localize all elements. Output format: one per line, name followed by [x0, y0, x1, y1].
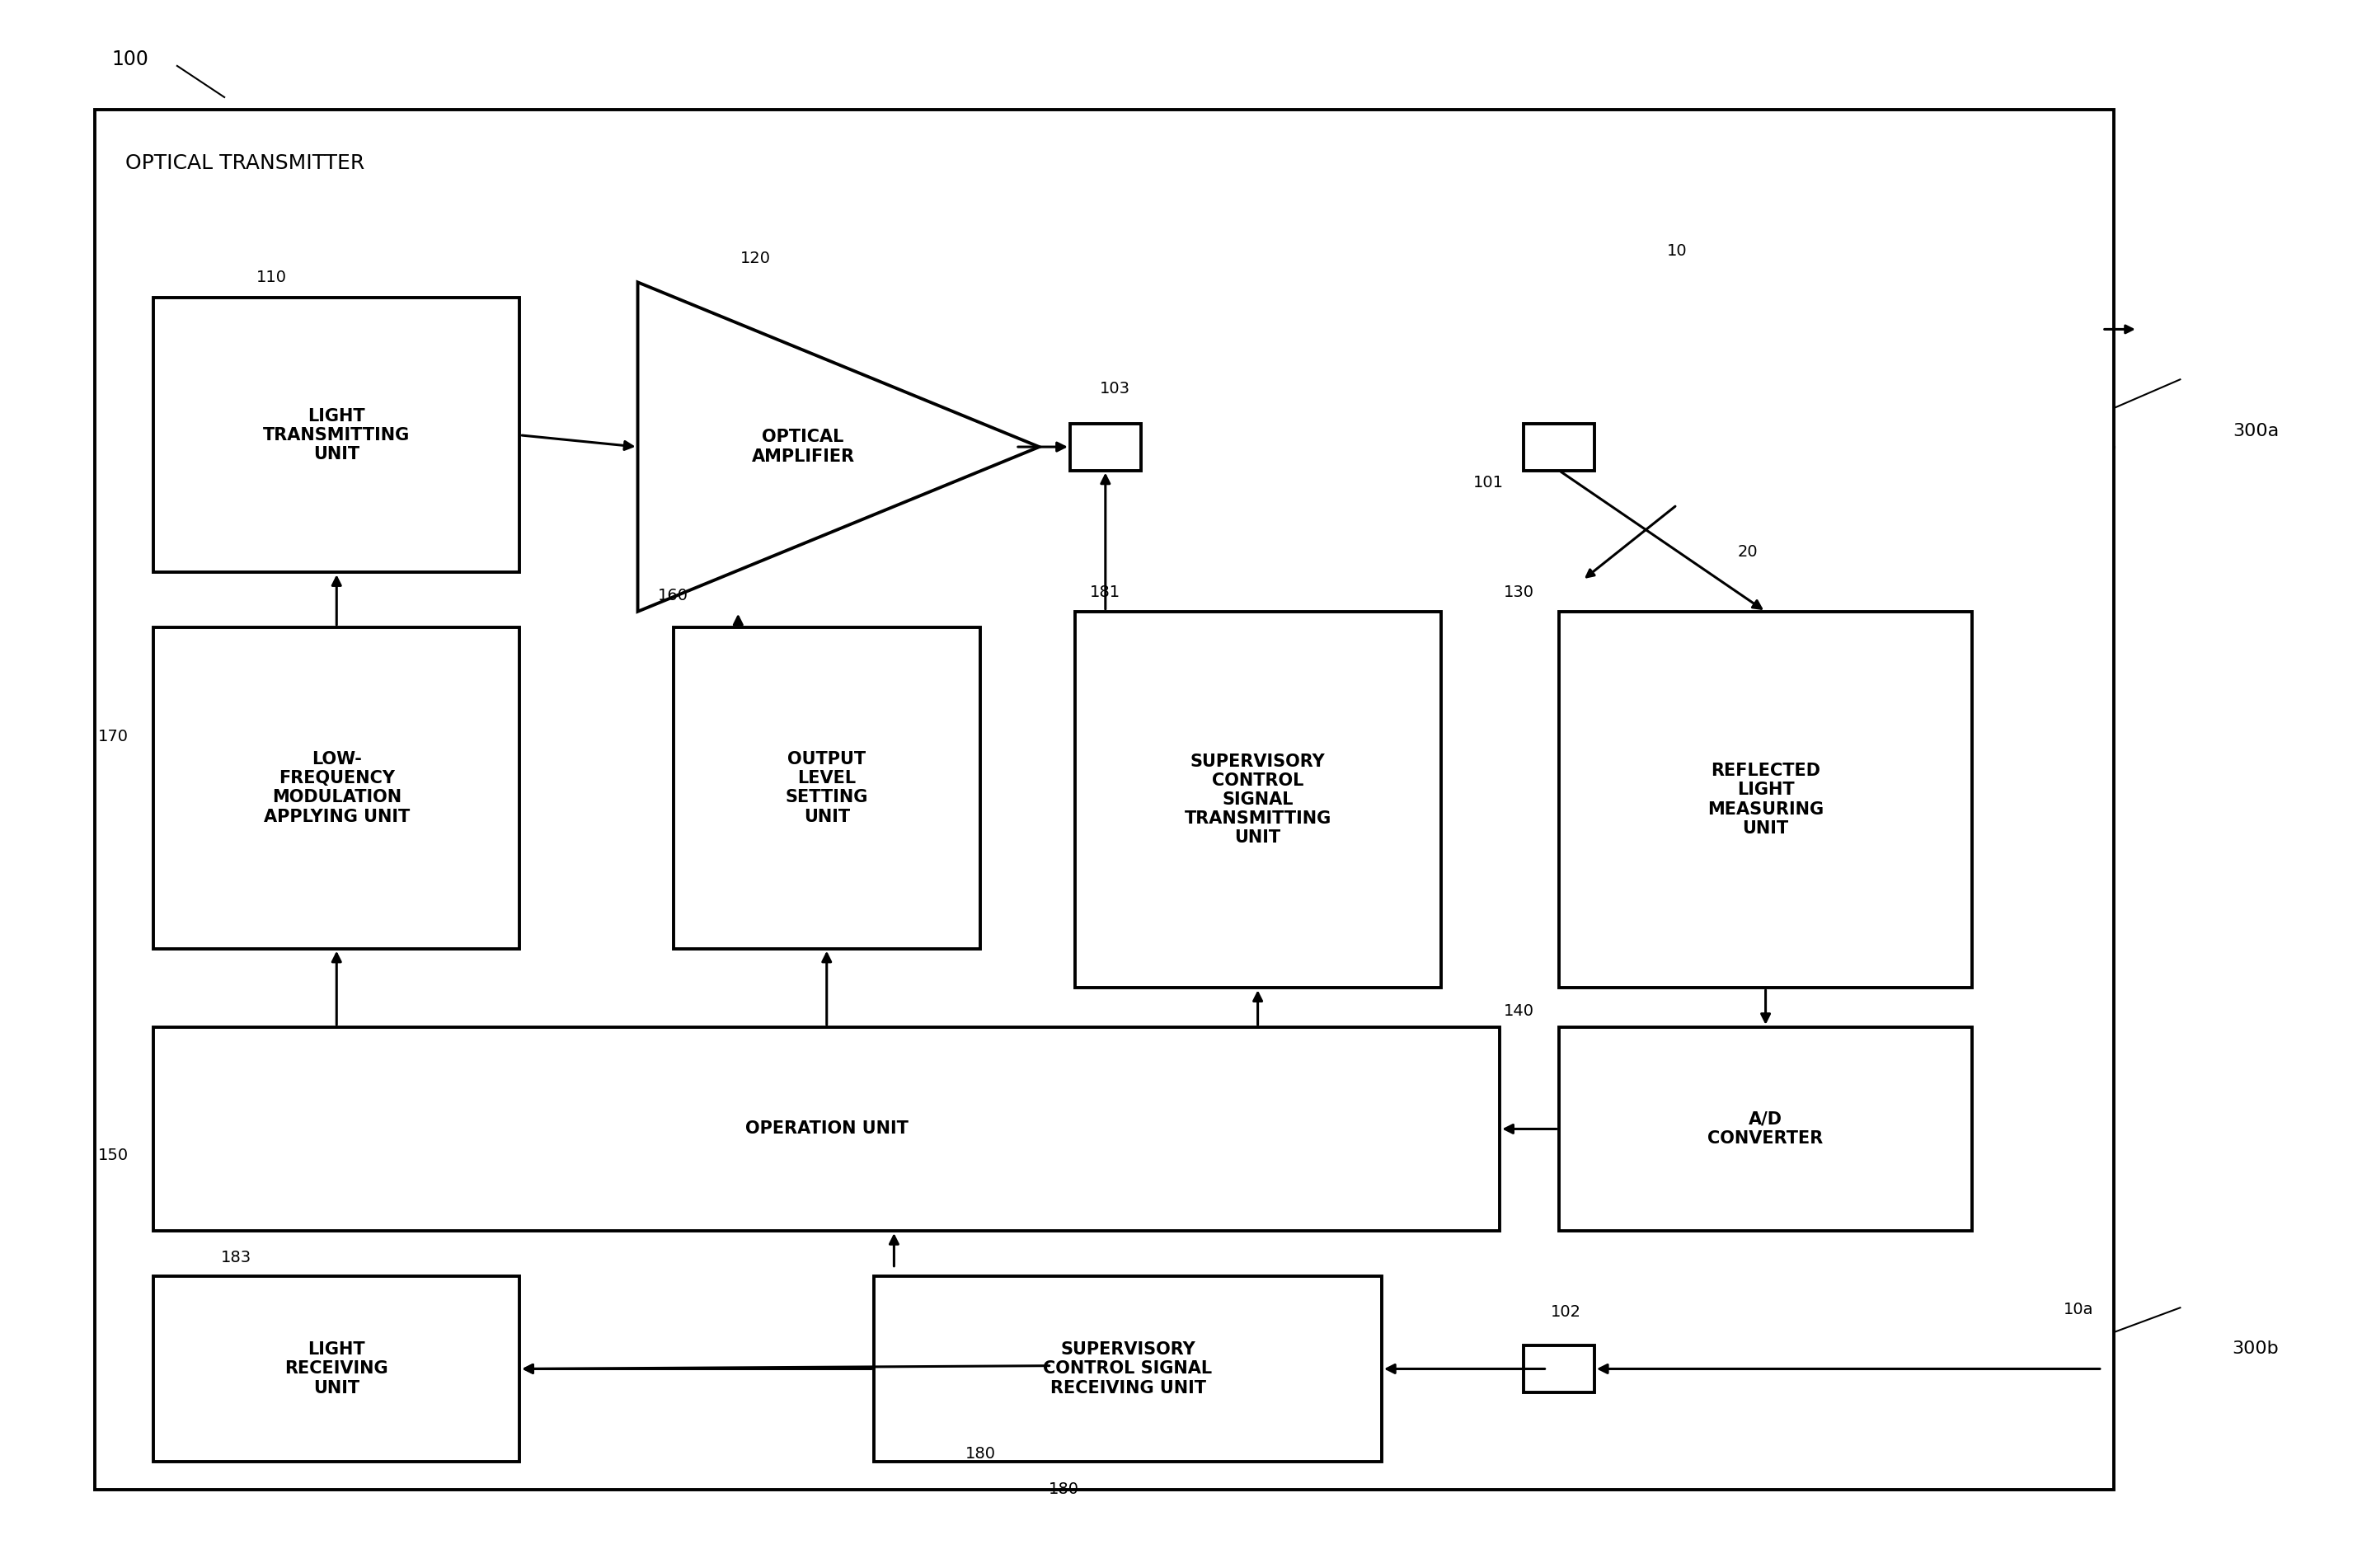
Text: LIGHT
RECEIVING
UNIT: LIGHT RECEIVING UNIT	[286, 1342, 387, 1396]
Text: 160: 160	[659, 588, 687, 604]
Text: 100: 100	[111, 50, 149, 69]
Bar	[154, 1276, 520, 1461]
Text: SUPERVISORY
CONTROL
SIGNAL
TRANSMITTING
UNIT: SUPERVISORY CONTROL SIGNAL TRANSMITTING …	[1183, 753, 1332, 847]
Text: OPTICAL TRANSMITTER: OPTICAL TRANSMITTER	[125, 154, 364, 174]
Text: 103: 103	[1101, 381, 1129, 397]
Text: 140: 140	[1505, 1004, 1533, 1019]
Text: 181: 181	[1091, 585, 1120, 601]
Text: 10: 10	[1668, 243, 1686, 259]
Text: 130: 130	[1505, 585, 1533, 601]
Text: 110: 110	[257, 270, 286, 285]
Bar	[1559, 612, 1972, 988]
Text: LIGHT
TRANSMITTING
UNIT: LIGHT TRANSMITTING UNIT	[262, 408, 411, 463]
Bar	[154, 298, 520, 572]
Text: 300a: 300a	[2232, 423, 2279, 439]
Bar	[154, 1027, 1500, 1231]
Bar	[1559, 1027, 1972, 1231]
Text: 183: 183	[222, 1250, 250, 1265]
Bar	[1523, 1345, 1594, 1392]
Text: 170: 170	[99, 729, 128, 745]
Text: OPTICAL
AMPLIFIER: OPTICAL AMPLIFIER	[751, 430, 855, 464]
Text: 102: 102	[1552, 1305, 1580, 1320]
Text: 180: 180	[966, 1446, 994, 1461]
Bar	[1075, 612, 1441, 988]
Text: 180: 180	[1049, 1482, 1079, 1497]
Text: OPERATION UNIT: OPERATION UNIT	[744, 1121, 909, 1137]
Bar	[1523, 423, 1594, 470]
Text: 300b: 300b	[2232, 1341, 2279, 1356]
Text: REFLECTED
LIGHT
MEASURING
UNIT: REFLECTED LIGHT MEASURING UNIT	[1708, 762, 1823, 837]
Text: 120: 120	[742, 251, 770, 267]
Text: SUPERVISORY
CONTROL SIGNAL
RECEIVING UNIT: SUPERVISORY CONTROL SIGNAL RECEIVING UNI…	[1044, 1342, 1212, 1396]
Polygon shape	[638, 282, 1039, 612]
Text: 10a: 10a	[2064, 1301, 2093, 1317]
Text: 101: 101	[1474, 475, 1502, 491]
Text: OUTPUT
LEVEL
SETTING
UNIT: OUTPUT LEVEL SETTING UNIT	[784, 751, 869, 825]
Bar	[673, 627, 980, 949]
Bar	[1070, 423, 1141, 470]
Bar	[154, 627, 520, 949]
Text: 20: 20	[1738, 544, 1757, 560]
Text: A/D
CONVERTER: A/D CONVERTER	[1708, 1112, 1823, 1146]
Bar	[94, 110, 2114, 1490]
Text: LOW-
FREQUENCY
MODULATION
APPLYING UNIT: LOW- FREQUENCY MODULATION APPLYING UNIT	[265, 751, 409, 825]
Text: 150: 150	[99, 1148, 128, 1163]
Bar	[874, 1276, 1382, 1461]
